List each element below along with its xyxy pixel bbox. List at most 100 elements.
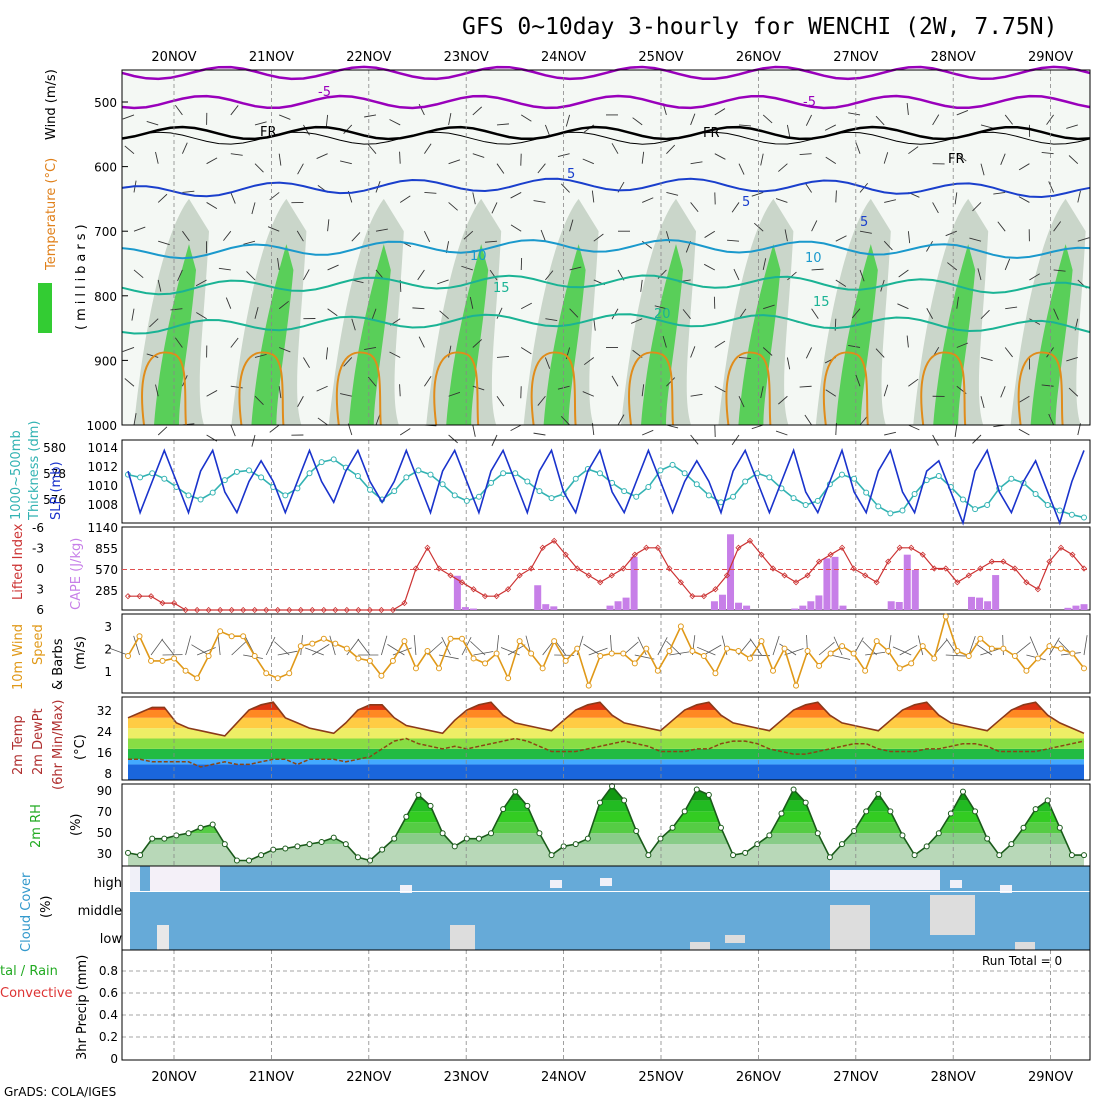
wind-barb [641, 384, 645, 397]
thickness-point [161, 475, 168, 482]
rh-point [306, 841, 313, 848]
wind-barb [251, 434, 256, 447]
wind-speed-point [942, 613, 949, 620]
wind-barb [1048, 181, 1055, 193]
wind-barb [364, 114, 377, 118]
lifted-index-point [585, 572, 592, 579]
wind-barb [835, 190, 837, 203]
lifted-index-point [493, 593, 500, 600]
wind-barb [1053, 308, 1059, 320]
wind-barb [317, 417, 328, 426]
wind-barb [122, 347, 135, 353]
wind-barbs-axis-label: & Barbs [51, 638, 66, 690]
rh-point [439, 830, 446, 837]
wind-barb [155, 384, 159, 397]
date-label-bottom: 20NOV [151, 1070, 196, 1085]
cloud-high-patch [830, 870, 940, 890]
wind-barb [146, 353, 159, 358]
thickness-point [790, 495, 797, 502]
date-label-top: 20NOV [151, 50, 196, 65]
lifted-index-point [1069, 551, 1076, 558]
wind-barb [824, 124, 837, 131]
wind-speed-point [816, 662, 823, 669]
thickness-point [693, 481, 700, 488]
rh-point [717, 824, 724, 831]
thickness-point [838, 471, 845, 478]
wind-barb [343, 357, 353, 367]
wind-barb-10m [772, 635, 780, 656]
thickness-point [645, 484, 652, 491]
wind-barb [611, 375, 619, 387]
wind-barb-10m [657, 637, 668, 656]
wind-barb [640, 279, 643, 292]
date-label-top: 29NOV [1028, 50, 1073, 65]
wind-barb [246, 271, 256, 281]
rh-moist-shade [543, 244, 586, 425]
wind-barb [472, 153, 485, 158]
lifted-index-point [136, 593, 143, 600]
wind-barb-10m [161, 638, 175, 656]
rh-tick-label: 70 [97, 805, 112, 819]
date-label-top: 28NOV [931, 50, 976, 65]
rh-colorbar [38, 283, 52, 333]
wind-barb [418, 336, 425, 348]
wind-barb [906, 335, 909, 348]
lifted-index-point [850, 565, 857, 572]
precip-total-label: tal / Rain [0, 964, 58, 979]
wind-speed-point [677, 623, 684, 630]
temp-units-label: (°C) [73, 734, 88, 760]
wind-barb [1048, 413, 1055, 426]
lifted-index-point [896, 544, 903, 551]
wind-barb [230, 337, 239, 348]
thickness-tick-label: 576 [43, 493, 66, 507]
wind-barb [560, 183, 570, 193]
wind-speed-point [505, 675, 512, 682]
wind-barb [956, 153, 967, 162]
wind-barb [424, 376, 432, 387]
wind-speed-point [516, 638, 523, 645]
precip-tick-label: 0.2 [99, 1030, 118, 1044]
contour-label: 15 [493, 281, 510, 296]
rh-tick-label: 30 [97, 847, 112, 861]
wind-barb [423, 231, 431, 243]
date-label-top: 24NOV [541, 50, 586, 65]
date-label-bottom: 24NOV [541, 1070, 586, 1085]
rh-point [705, 791, 712, 798]
wind-barb [278, 153, 282, 166]
wind-barb [811, 268, 824, 271]
lifted-index-point [965, 572, 972, 579]
wind-barb-10m [438, 654, 459, 660]
rh-point [1032, 806, 1039, 813]
wind-barb [956, 110, 969, 116]
wind-units-label: (m/s) [73, 636, 88, 670]
cape-bar [534, 585, 542, 610]
rh-point [621, 797, 628, 804]
wind-speed-point [885, 648, 892, 655]
lifted-index-point [792, 579, 800, 586]
wind-barb [124, 378, 135, 387]
wind-barb [972, 434, 982, 444]
wind-axis-label: Wind (m/s) [44, 69, 59, 140]
wind-barb [1041, 384, 1054, 387]
rh-point [415, 791, 422, 798]
wind-speed-axis-label: Speed [31, 624, 46, 665]
lifted-index-point [309, 606, 316, 614]
wind-barb [835, 279, 847, 287]
temperature-contour [121, 274, 1091, 296]
wind-speed-point [654, 667, 661, 674]
wind-barb [196, 312, 207, 320]
temperature-contour [121, 177, 1091, 199]
wind-barb [437, 279, 449, 285]
temperature-contour [121, 238, 1091, 260]
wind-barb-10m [1002, 634, 1004, 656]
rh-point [149, 835, 156, 842]
rh-2m-panel: 90 70 50 30 2m RH (%) [29, 783, 1091, 867]
date-label-bottom: 29NOV [1028, 1070, 1073, 1085]
rh-point [959, 788, 966, 795]
wind-barb [632, 117, 643, 126]
wind-barb [569, 308, 579, 318]
wind-barb [908, 378, 919, 387]
wind-barb [277, 258, 280, 271]
wind-barb [182, 190, 195, 193]
thickness-point [500, 470, 507, 477]
